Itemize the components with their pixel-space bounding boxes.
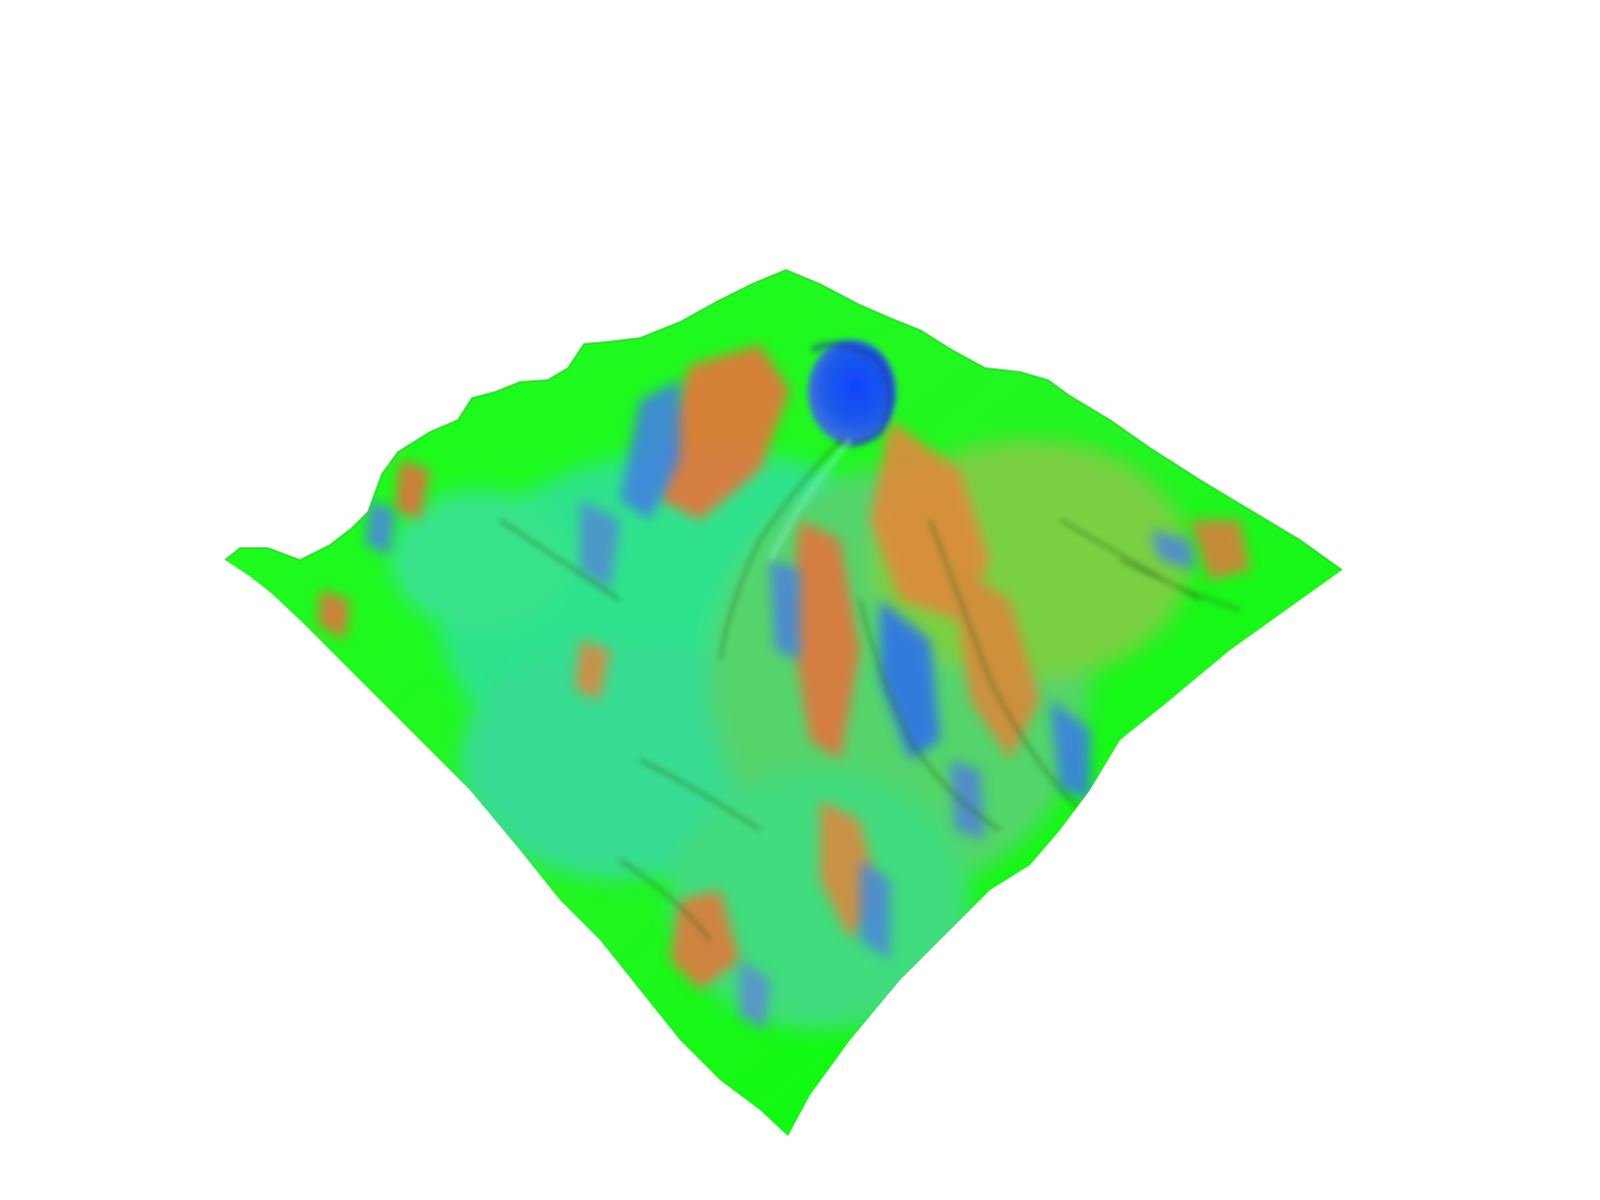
terrain-edge xyxy=(224,268,1343,571)
ridge-highlight xyxy=(767,438,852,562)
crater xyxy=(808,340,896,444)
crater-rim-shadow xyxy=(810,341,893,447)
ridge-lines xyxy=(499,438,1241,941)
cool-slope-bands xyxy=(365,380,1195,1030)
